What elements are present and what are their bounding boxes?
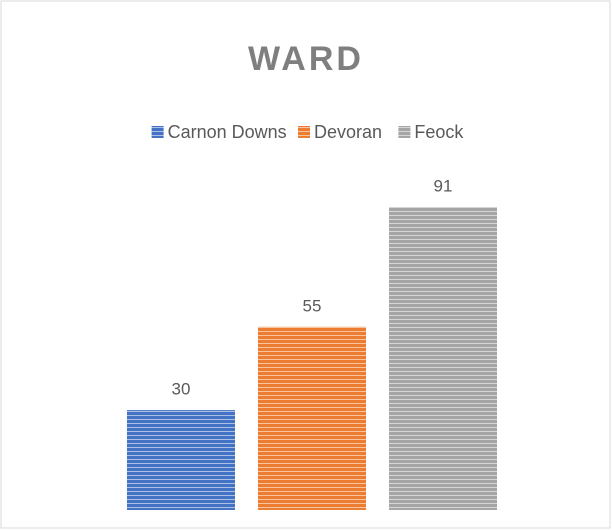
value-label: 91 bbox=[434, 176, 453, 195]
legend-swatch bbox=[151, 126, 164, 138]
value-label: 55 bbox=[303, 296, 322, 315]
value-label: 30 bbox=[172, 380, 191, 399]
chart-title: WARD bbox=[248, 40, 364, 78]
legend-swatch bbox=[398, 126, 411, 138]
legend-swatch bbox=[298, 126, 310, 138]
bar bbox=[127, 410, 235, 510]
legend-label: Devoran bbox=[314, 122, 382, 142]
legend-label: Feock bbox=[414, 122, 464, 142]
bar bbox=[389, 206, 497, 510]
bar bbox=[258, 326, 366, 510]
legend-label: Carnon Downs bbox=[168, 122, 287, 142]
